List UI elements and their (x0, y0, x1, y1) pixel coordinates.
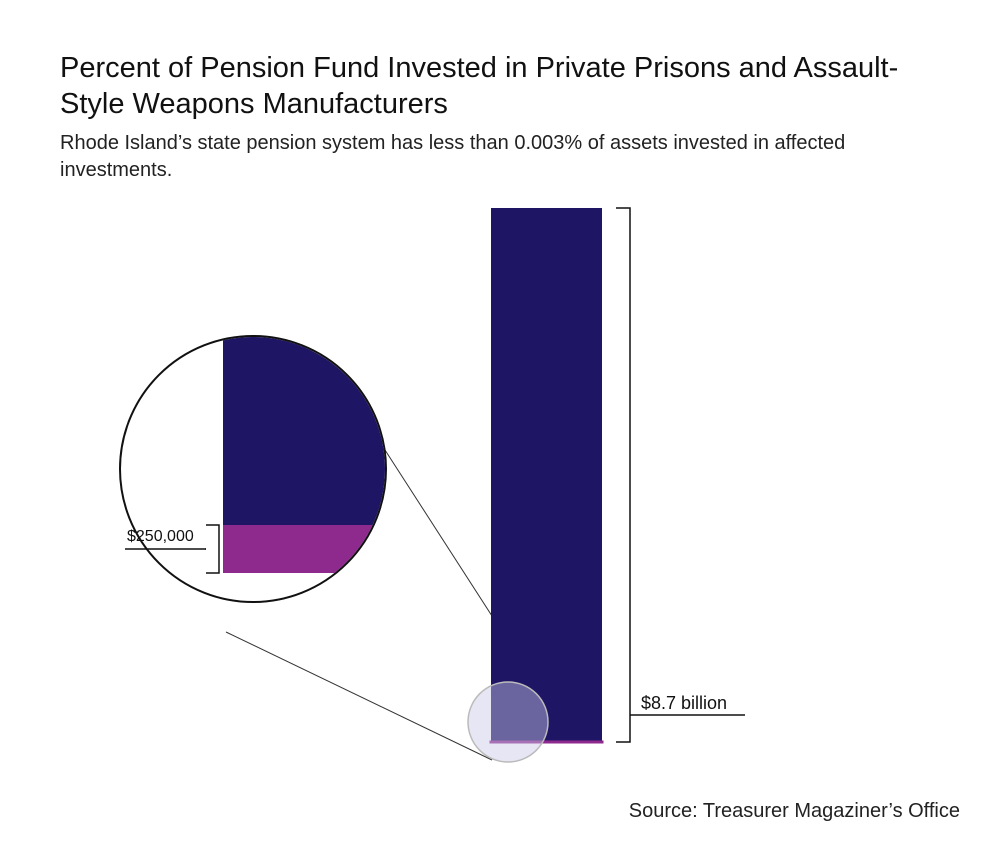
zoom-view (223, 337, 385, 573)
total-label: $8.7 billion (641, 693, 727, 713)
chart-subtitle: Rhode Island’s state pension system has … (60, 132, 846, 181)
bar-group (489, 208, 604, 744)
zoom-line (225, 631, 493, 761)
bar (491, 208, 602, 742)
zoom-bar (223, 525, 385, 573)
invested-label: $250,000 (127, 528, 194, 545)
zoom-bar (223, 337, 385, 525)
bracket (205, 524, 220, 574)
bracket (616, 207, 631, 743)
chart-title: Percent of Pension Fund Invested in Priv… (60, 52, 899, 120)
zoom-source-circle (467, 681, 549, 763)
zoom-circle (119, 335, 387, 603)
source: Source: Treasurer Magaziner’s Office (628, 800, 960, 822)
